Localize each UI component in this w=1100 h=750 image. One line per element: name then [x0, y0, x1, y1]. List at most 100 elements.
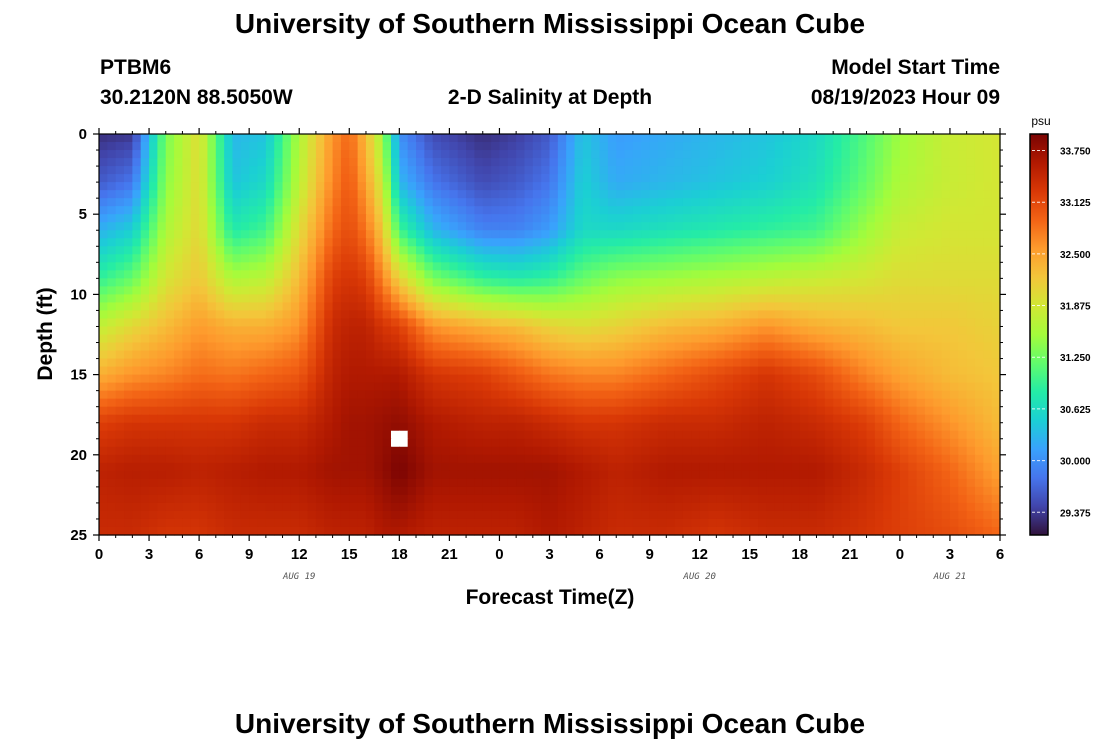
heatmap-cell [824, 134, 834, 143]
heatmap-cell [132, 230, 142, 239]
heatmap-cell [232, 222, 242, 231]
heatmap-cell [557, 398, 567, 408]
heatmap-cell [199, 326, 209, 336]
heatmap-cell [416, 318, 425, 328]
heatmap-cell [541, 150, 551, 159]
heatmap-cell [574, 254, 584, 263]
heatmap-cell [190, 430, 200, 440]
heatmap-cell [624, 158, 634, 167]
heatmap-cell [474, 230, 484, 239]
heatmap-cell [224, 350, 234, 360]
heatmap-cell [441, 166, 450, 175]
heatmap-cell [390, 142, 400, 151]
heatmap-cell [566, 262, 576, 271]
heatmap-cell [758, 190, 767, 199]
heatmap-cell [582, 350, 592, 360]
heatmap-cell [190, 374, 200, 384]
heatmap-cell [249, 366, 259, 376]
heatmap-cell [641, 206, 651, 215]
heatmap-cell [207, 302, 217, 312]
heatmap-cell [624, 366, 634, 376]
heatmap-cell [232, 214, 242, 223]
heatmap-cell [524, 430, 534, 440]
heatmap-cell [833, 230, 843, 239]
heatmap-cell [390, 246, 400, 255]
heatmap-cell [557, 326, 567, 336]
heatmap-cell [808, 342, 818, 352]
heatmap-cell [699, 366, 709, 376]
heatmap-cell [824, 478, 834, 488]
heatmap-cell [941, 374, 951, 384]
heatmap-cell [724, 262, 734, 271]
heatmap-cell [240, 134, 250, 143]
heatmap-cell [983, 278, 993, 287]
heatmap-cell [883, 278, 893, 287]
heatmap-cell [716, 198, 726, 207]
heatmap-cell [157, 270, 167, 279]
heatmap-cell [749, 158, 759, 167]
heatmap-cell [657, 150, 667, 159]
heatmap-cell [733, 342, 742, 352]
heatmap-cell [199, 134, 209, 143]
heatmap-cell [924, 246, 934, 255]
heatmap-cell [557, 214, 567, 223]
heatmap-cell [841, 422, 851, 432]
heatmap-cell [99, 238, 108, 247]
heatmap-cell [274, 262, 284, 271]
heatmap-cell [524, 366, 534, 376]
heatmap-cell [449, 214, 459, 223]
heatmap-cell [808, 366, 818, 376]
heatmap-cell [624, 326, 634, 336]
heatmap-cell [257, 478, 267, 488]
heatmap-cell [299, 270, 309, 279]
heatmap-cell [749, 206, 759, 215]
heatmap-cell [416, 238, 425, 247]
heatmap-cell [491, 446, 501, 456]
heatmap-cell [849, 302, 859, 312]
heatmap-cell [107, 134, 117, 143]
heatmap-cell [274, 230, 284, 239]
heatmap-cell [274, 414, 284, 424]
heatmap-cell [224, 406, 234, 416]
heatmap-cell [274, 326, 284, 336]
heatmap-cell [874, 382, 884, 392]
heatmap-cell [933, 478, 943, 488]
heatmap-cell [374, 294, 384, 304]
heatmap-cell [808, 430, 818, 440]
heatmap-cell [624, 390, 634, 400]
heatmap-cell [357, 150, 367, 159]
heatmap-cell [616, 374, 626, 384]
heatmap-cell [224, 318, 234, 328]
heatmap-cell [449, 278, 459, 287]
heatmap-cell [808, 262, 818, 271]
heatmap-cell [432, 278, 442, 287]
heatmap-cell [474, 422, 484, 432]
heatmap-cell [824, 486, 834, 496]
heatmap-cell [607, 182, 617, 191]
heatmap-cell [816, 358, 826, 368]
heatmap-cell [524, 222, 534, 231]
heatmap-cell [182, 230, 192, 239]
heatmap-cell [340, 254, 350, 263]
heatmap-cell [549, 214, 559, 223]
heatmap-cell [657, 190, 667, 199]
heatmap-cell [991, 422, 1001, 432]
heatmap-cell [274, 358, 284, 368]
heatmap-cell [949, 406, 959, 416]
heatmap-cell [249, 294, 259, 304]
heatmap-cell [274, 486, 284, 496]
heatmap-cell [591, 158, 601, 167]
heatmap-cell [774, 326, 784, 336]
heatmap-cell [983, 286, 993, 295]
heatmap-cell [824, 182, 834, 191]
heatmap-cell [474, 326, 484, 336]
heatmap-cell [841, 142, 851, 151]
heatmap-cell [799, 222, 809, 231]
heatmap-cell [657, 350, 667, 360]
heatmap-cell [816, 374, 826, 384]
heatmap-cell [140, 390, 150, 400]
heatmap-cell [924, 398, 934, 408]
heatmap-cell [833, 430, 843, 440]
heatmap-cell [165, 246, 175, 255]
heatmap-cell [449, 190, 459, 199]
